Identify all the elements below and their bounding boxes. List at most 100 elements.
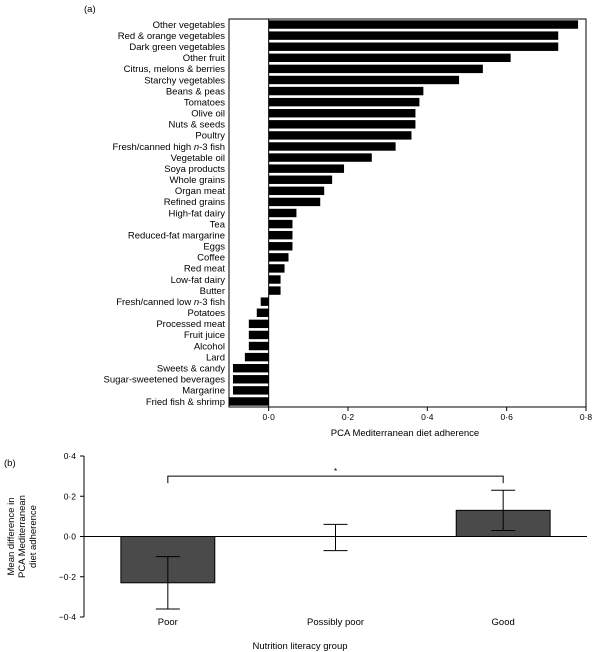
panel-a-category-label: Eggs bbox=[203, 242, 225, 253]
panel-b-y-tick-label: −0·4 bbox=[59, 612, 77, 622]
panel-a-bar bbox=[268, 286, 281, 295]
panel-b-y-axis-title: Mean difference in PCA Mediterranean diet … bbox=[6, 495, 39, 578]
panel-a-bar bbox=[268, 53, 511, 63]
panel-b-significance-bracket bbox=[167, 475, 504, 484]
panel-a-category-label: Dark green vegetables bbox=[129, 42, 225, 53]
panel-a-bar bbox=[248, 319, 269, 329]
panel-a-bar bbox=[268, 120, 416, 129]
panel-a-plot-frame bbox=[228, 18, 587, 408]
panel-a-category-label: Fresh/canned low n-3 fish bbox=[116, 297, 225, 308]
panel-b-y-axis-title-line: PCA Mediterranean bbox=[17, 495, 28, 578]
panel-a-category-label: Soya products bbox=[164, 164, 225, 175]
panel-a-bar bbox=[268, 164, 345, 173]
panel-b-y-axis-title-line: Mean difference in bbox=[6, 498, 17, 576]
panel-a-category-label: Refined grains bbox=[164, 197, 226, 208]
panel-a-bar bbox=[248, 341, 269, 351]
panel-a-bar bbox=[268, 208, 297, 218]
panel-a-category-label: Fruit juice bbox=[184, 330, 225, 341]
panel-b-bars bbox=[84, 489, 587, 610]
panel-a-bar bbox=[268, 42, 559, 51]
panel-a-bar bbox=[268, 75, 460, 85]
panel-a-bar bbox=[248, 330, 269, 340]
panel-a-bar bbox=[268, 175, 333, 184]
panel-a-category-label: Potatoes bbox=[188, 308, 226, 319]
panel-a-bars bbox=[228, 18, 587, 408]
panel-a-category-label: Vegetable oil bbox=[171, 153, 225, 164]
panel-a-category-label: Butter bbox=[200, 286, 225, 297]
panel-a-bar bbox=[268, 253, 289, 262]
panel-a-bar bbox=[268, 275, 281, 284]
panel-a-category-label: Organ meat bbox=[175, 186, 226, 197]
panel-a-bar bbox=[268, 186, 325, 196]
panel-b-y-tick-label: 0·0 bbox=[64, 532, 77, 542]
panel-a-bar bbox=[268, 97, 420, 107]
panel-a-bar bbox=[268, 219, 293, 229]
panel-b-x-axis-title: Nutrition literacy group bbox=[252, 641, 347, 652]
panel-a-bar bbox=[268, 142, 396, 151]
panel-a-bar bbox=[232, 386, 269, 395]
panel-a-x-tick-label: 0·8 bbox=[580, 412, 593, 422]
panel-a-category-label: Tea bbox=[210, 219, 226, 230]
panel-b-category-label: Good bbox=[492, 617, 515, 628]
panel-a-category-label: Coffee bbox=[197, 253, 225, 264]
panel-a-category-label: Reduced-fat margarine bbox=[128, 230, 225, 241]
panel-b-y-tick-label: 0·4 bbox=[64, 451, 77, 461]
panel-b-y-tick-label: −0·2 bbox=[59, 572, 77, 582]
panel-a-x-tick-label: 0·0 bbox=[263, 412, 276, 422]
panel-b-significance-marker: * bbox=[334, 466, 338, 476]
panel-a-category-label: Lard bbox=[206, 352, 225, 363]
panel-a-x-tick-label: 0·4 bbox=[421, 412, 434, 422]
panel-b-category-labels: Poor Possibly poor Good bbox=[158, 617, 515, 628]
panel-a-bar bbox=[268, 31, 559, 40]
panel-a-category-label: Low-fat dairy bbox=[171, 275, 226, 286]
panel-a-bar bbox=[268, 86, 424, 96]
panel-a-category-label: Fried fish & shrimp bbox=[146, 397, 225, 408]
panel-a-bar bbox=[260, 297, 269, 306]
panel-a-bar bbox=[256, 308, 269, 317]
panel-a-bar bbox=[268, 109, 416, 118]
panel-a-bar bbox=[268, 153, 372, 162]
panel-a-bar bbox=[268, 131, 412, 140]
panel-a-category-label: Other vegetables bbox=[153, 20, 226, 31]
panel-a-x-axis-title: PCA Mediterranean diet adherence bbox=[331, 428, 479, 439]
panel-a-category-label: Alcohol bbox=[194, 341, 225, 352]
panel-a-category-label: Olive oil bbox=[191, 109, 225, 120]
panel-a-bar bbox=[229, 397, 269, 406]
panel-a-category-label: Citrus, melons & berries bbox=[124, 64, 226, 75]
panel-a-category-label: Beans & peas bbox=[166, 86, 225, 97]
panel-a-bar bbox=[268, 230, 293, 240]
panel-b: (b) Mean difference in PCA Mediterranean d… bbox=[4, 451, 587, 652]
panel-a-bar bbox=[268, 64, 483, 74]
panel-a-bar bbox=[268, 264, 285, 273]
panel-a-bar bbox=[232, 375, 269, 384]
panel-a-category-label: Poultry bbox=[195, 131, 225, 142]
panel-a-category-label: Red & orange vegetables bbox=[118, 31, 225, 42]
panel-a-category-label: Nuts & seeds bbox=[169, 120, 226, 131]
panel-a-category-label: Starchy vegetables bbox=[144, 75, 225, 86]
panel-a-bar bbox=[268, 242, 293, 251]
panel-a-category-label: Margarine bbox=[182, 386, 225, 397]
panel-a-category-label: Fresh/canned high n-3 fish bbox=[112, 142, 225, 153]
panel-b-significance: * bbox=[167, 466, 504, 484]
panel-a-x-tick-label: 0·6 bbox=[501, 412, 514, 422]
panel-a-bar bbox=[244, 352, 269, 362]
panel-a-category-label: Sweets & candy bbox=[157, 364, 225, 375]
panel-b-label: (b) bbox=[4, 458, 16, 469]
panel-a-category-label: Tomatoes bbox=[184, 97, 225, 108]
panel-a-category-label: High-fat dairy bbox=[169, 208, 226, 219]
panel-a-category-label: Whole grains bbox=[170, 175, 226, 186]
panel-a-category-label: Other fruit bbox=[183, 53, 226, 64]
panel-a-category-label: Sugar-sweetened beverages bbox=[104, 375, 226, 386]
panel-b-y-tick-label: 0·2 bbox=[64, 491, 77, 501]
panel-b-y-axis: 0·4 0·2 0·0 −0·2 −0·4 bbox=[59, 451, 85, 622]
panel-a-label: (a) bbox=[84, 4, 96, 15]
panel-a-x-tick-label: 0·2 bbox=[342, 412, 355, 422]
panel-b-category-label: Possibly poor bbox=[307, 617, 364, 628]
panel-a-category-label: Processed meat bbox=[156, 319, 225, 330]
panel-a-bar bbox=[268, 197, 321, 207]
panel-a-bar bbox=[232, 363, 269, 373]
panel-a-bar bbox=[268, 20, 579, 29]
